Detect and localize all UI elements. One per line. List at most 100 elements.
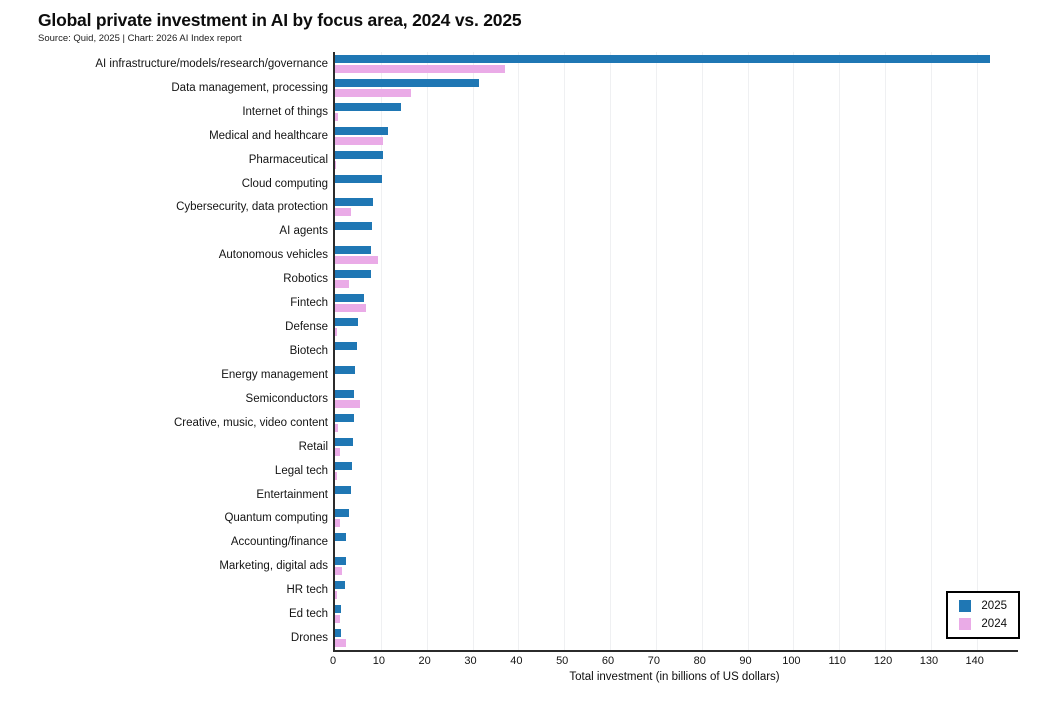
x-tick-label: 120 (873, 655, 893, 667)
bar-group (335, 459, 1018, 483)
gridline (701, 52, 703, 650)
category-label: Pharmaceutical (248, 153, 328, 166)
y-axis-category-labels: AI infrastructure/models/research/govern… (0, 52, 328, 650)
bar-group (335, 148, 1018, 172)
bar-2025 (335, 78, 480, 87)
bar-2025 (335, 246, 372, 255)
bar-group (335, 196, 1018, 220)
bar-2024 (335, 136, 384, 145)
category-label: Cloud computing (241, 177, 328, 190)
category-label: AI agents (279, 225, 328, 238)
bar-2025 (335, 605, 342, 614)
category-label: Cybersecurity, data protection (176, 201, 328, 214)
bar-2024 (335, 280, 349, 289)
gridline (655, 52, 657, 650)
x-tick-label: 60 (601, 655, 615, 667)
bar-rows (335, 52, 1018, 650)
x-axis-ticks: 0 10 20 30 40 50 60 70 80 90 100 110 120 130 140 (330, 655, 1016, 669)
bar-group (335, 76, 1018, 100)
bar-group (335, 363, 1018, 387)
x-tick-label: 50 (556, 655, 569, 667)
category-label: Accounting/finance (230, 536, 328, 549)
bar-2024 (335, 328, 337, 337)
bar-group (335, 507, 1018, 531)
bar-group (335, 435, 1018, 459)
x-tick-label: 140 (965, 655, 984, 667)
bar-2025 (335, 461, 352, 470)
x-tick-label: 80 (693, 655, 706, 667)
bar-group (335, 411, 1018, 435)
bar-2024 (335, 208, 352, 217)
bar-group (335, 554, 1018, 578)
x-tick-label: 110 (828, 655, 846, 667)
bar-group (335, 291, 1018, 315)
category-label: HR tech (286, 584, 328, 597)
bar-2025 (335, 629, 341, 638)
chart-subtitle: Source: Quid, 2025 | Chart: 2026 AI Inde… (38, 33, 242, 44)
bar-2025 (335, 533, 346, 542)
bar-2025 (335, 581, 346, 590)
bar-2025 (335, 54, 991, 63)
bar-2025 (335, 342, 357, 351)
category-label: Autonomous vehicles (218, 249, 328, 262)
x-tick-label: 40 (510, 655, 523, 667)
category-label: Fintech (290, 297, 328, 310)
bar-2024 (335, 591, 338, 600)
bar-2024 (335, 160, 337, 169)
gridlines (335, 52, 1018, 650)
bar-2025 (335, 485, 352, 494)
category-label: Robotics (283, 273, 328, 286)
legend: 2025 2024 (946, 591, 1020, 639)
bar-2024 (335, 447, 340, 456)
gridline (380, 52, 382, 650)
gridline (976, 52, 978, 650)
category-label: Marketing, digital ads (219, 560, 328, 573)
category-label: Quantum computing (224, 512, 328, 525)
bar-2024 (335, 615, 340, 624)
bar-group (335, 602, 1018, 626)
legend-label-2025: 2025 (981, 600, 1007, 612)
bar-group (335, 339, 1018, 363)
category-label: Energy management (221, 368, 328, 381)
bar-2025 (335, 270, 371, 279)
bar-group (335, 267, 1018, 291)
gridline (930, 52, 932, 650)
category-label: AI infrastructure/models/research/govern… (95, 57, 328, 70)
legend-label-2024: 2024 (981, 618, 1007, 630)
bar-2025 (335, 509, 349, 518)
bar-group (335, 530, 1018, 554)
x-tick-label: 100 (782, 655, 801, 667)
bar-2025 (335, 389, 355, 398)
gridline (472, 52, 474, 650)
bar-group (335, 483, 1018, 507)
chart-title: Global private investment in AI by focus… (38, 10, 522, 30)
category-label: Biotech (289, 345, 328, 358)
category-label: Drones (290, 632, 328, 645)
x-tick-label: 30 (464, 655, 477, 667)
bar-2024 (335, 88, 411, 97)
gridline (793, 52, 795, 650)
category-label: Retail (298, 440, 328, 453)
bar-2025 (335, 294, 364, 303)
bar-group (335, 626, 1018, 650)
bar-2024 (335, 399, 360, 408)
x-tick-label: 90 (739, 655, 752, 667)
x-tick-label: 10 (372, 655, 385, 667)
gridline (747, 52, 749, 650)
category-label: Data management, processing (171, 81, 328, 94)
category-label: Medical and healthcare (209, 129, 328, 142)
bar-2025 (335, 318, 359, 327)
bar-group (335, 315, 1018, 339)
bar-2024 (335, 256, 378, 265)
bar-2025 (335, 150, 383, 159)
legend-swatch-2025-icon (959, 600, 972, 612)
bar-2025 (335, 126, 388, 135)
bar-2025 (335, 102, 401, 111)
plot-area: 2025 2024 (333, 52, 1020, 652)
bar-group (335, 100, 1018, 124)
bar-2025 (335, 437, 354, 446)
bar-2024 (335, 639, 347, 648)
bar-group (335, 172, 1018, 196)
bar-2024 (335, 471, 338, 480)
